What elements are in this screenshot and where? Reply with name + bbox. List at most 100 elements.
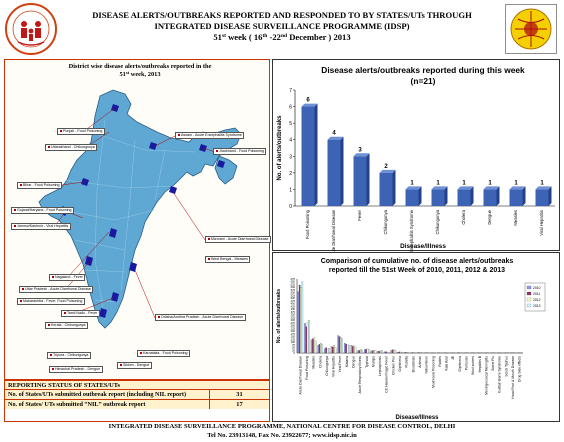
y-tick-label: 375 (291, 310, 296, 314)
bar-top (301, 103, 318, 107)
marker-icon (215, 149, 218, 152)
chart-subtitle: (n=21) (411, 76, 436, 86)
marker-icon (177, 133, 180, 136)
legend-swatch (526, 303, 532, 308)
y-tick-label: 4 (289, 138, 292, 144)
bar (353, 156, 367, 206)
bar (305, 326, 308, 354)
bar-side (548, 186, 552, 206)
bar-top (535, 186, 552, 190)
bar (405, 352, 407, 354)
map-title-week: 51 (119, 71, 126, 78)
bar (300, 287, 302, 354)
map-label: Assam - Acute Encephalitis Syndrome (175, 132, 245, 139)
map-label: Uttar Pradesh - Acute Diarrhoeal Disease (19, 286, 94, 293)
x-tick-label: Drug Side effects (518, 356, 522, 382)
x-tick-label: JE (451, 355, 455, 360)
x-tick-label: Acute Encephalitis Syndrome (409, 209, 414, 252)
bar-top (327, 136, 344, 140)
bar (368, 349, 370, 354)
y-tick-label: 150 (291, 335, 296, 339)
marker-icon (47, 145, 50, 148)
x-tick-label: Rubella (405, 356, 409, 368)
bar-top (431, 186, 448, 190)
x-tick-label: Wool sorters (471, 356, 475, 375)
map-title-line-1: District wise disease alerts/outbreaks r… (68, 63, 212, 70)
bar (509, 189, 523, 206)
bar (357, 350, 359, 354)
y-tick-label: 200 (291, 329, 296, 333)
bar-value-label: 1 (540, 180, 544, 186)
bar (328, 347, 330, 354)
bar (317, 345, 320, 354)
bar-side (340, 136, 344, 206)
y-tick-label: 0 (289, 204, 292, 210)
marker-icon (49, 353, 52, 356)
bar (337, 335, 339, 354)
bar (304, 323, 306, 354)
y-tick-label: 50 (292, 346, 295, 350)
bar (312, 338, 314, 354)
bar (374, 350, 377, 354)
page-header: DISEASE ALERTS/OUTBREAKS REPORTED AND RE… (0, 0, 564, 58)
map-label: Uttarakhand - Chikungunya (45, 144, 98, 151)
y-tick-label: 2 (289, 171, 292, 177)
bar (345, 344, 347, 354)
bar (372, 350, 374, 354)
legend-label: 2012 (533, 298, 541, 302)
marker-icon (119, 363, 122, 366)
bar (394, 350, 397, 354)
y-tick-label: 600 (291, 285, 296, 289)
bar (318, 344, 321, 354)
week-text: week ( 16 (225, 32, 263, 42)
x-tick-label: Brucellosis (411, 356, 415, 373)
map-label: Odisha/Andhra Pradesh - Acute Diarrhoeal… (155, 314, 246, 321)
map-label: Kerala - Chikungunya (45, 322, 89, 329)
marker-icon (21, 287, 24, 290)
status-row: No. of States/ UTs submitted “NIL” outbr… (5, 400, 269, 409)
marker-icon (139, 351, 142, 354)
x-tick-label: Rabies (438, 356, 442, 367)
legend-label: 2013 (533, 304, 541, 308)
bar-side (496, 186, 500, 206)
x-tick-label: Anthrax (418, 356, 422, 368)
bar-top (509, 186, 526, 190)
title-line-2: INTEGRATED DISEASE SURVEILLANCE PROGRAMM… (154, 21, 410, 31)
week-line: 51st week ( 16th -22nd December ) 2013 (66, 32, 498, 43)
y-tick-label: 325 (291, 315, 296, 319)
map-label: Mizoram - Acute Diarrhoeal Disease (205, 236, 272, 243)
district-lines (59, 119, 196, 321)
legend-swatch (526, 285, 532, 290)
bar (298, 284, 301, 354)
status-row: No. of States/UTs submitted outbreak rep… (5, 390, 269, 400)
x-tick-label: Kala Azar (445, 355, 449, 370)
bar (381, 350, 383, 354)
bar (360, 349, 362, 354)
x-tick-label: Diphtheria (398, 356, 402, 372)
bar (350, 345, 353, 354)
bar (370, 350, 373, 354)
legend-label: 2010 (533, 286, 541, 290)
status-row-label: No. of States/UTs submitted outbreak rep… (5, 390, 210, 399)
x-tick-label: Measles (312, 356, 316, 369)
bar-side (314, 103, 318, 206)
y-tick-label: 0 (294, 351, 296, 355)
bar (378, 351, 381, 354)
y-tick-label: 425 (291, 304, 296, 308)
bar (483, 189, 497, 206)
bar-top (379, 169, 396, 173)
bar (314, 340, 317, 354)
y-tick-label: 300 (291, 318, 296, 322)
y-tick-label: 675 (291, 277, 296, 281)
y-axis-label: No. of alerts/outbreaks (276, 289, 282, 343)
report-title: DISEASE ALERTS/OUTBREAKS REPORTED AND RE… (66, 10, 498, 43)
map-label: Jharkhand - Food Poisoning (213, 148, 267, 155)
date-suffix-2: nd (280, 33, 288, 39)
bar (457, 352, 459, 354)
bar (431, 189, 445, 206)
india-map (38, 89, 242, 329)
status-row-label: No. of States/ UTs submitted “NIL” outbr… (5, 400, 210, 409)
x-tick-label: Viral Fever (338, 355, 342, 372)
y-tick-label: 75 (292, 343, 295, 347)
bar (366, 348, 369, 354)
